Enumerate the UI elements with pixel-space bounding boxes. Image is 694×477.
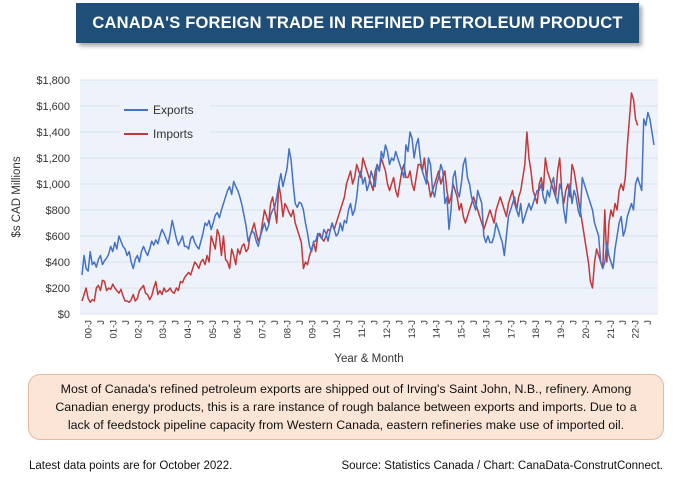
x-tick-label: J	[220, 320, 231, 325]
x-tick-label: 08-J	[282, 320, 293, 339]
y-axis-label: $s CAD Millions	[11, 156, 23, 237]
x-tick-label: J	[270, 320, 281, 325]
x-tick-label: 18-J	[531, 320, 542, 339]
x-tick-label: 19-J	[556, 320, 567, 339]
x-tick-label: 07-J	[258, 320, 269, 339]
x-tick-label: J	[643, 320, 654, 325]
legend-box	[120, 98, 210, 144]
x-tick-label: 14-J	[432, 320, 443, 339]
x-tick-label: J	[245, 320, 256, 325]
x-axis-ticks: 00-J J 01-J J 02-J J 03-J J 04-J J 05-J J 06-J J 07-J J…	[84, 320, 655, 339]
chart-title: CANADA'S FOREIGN TRADE IN REFINED PETROL…	[92, 13, 623, 32]
y-tick-label: $800	[46, 205, 70, 217]
x-tick-label: 03-J	[158, 320, 169, 339]
x-tick-label: J	[519, 320, 530, 325]
note-text: Most of Canada's refined petroleum expor…	[55, 382, 637, 432]
x-tick-label: J	[394, 320, 405, 325]
y-tick-label: $1,000	[36, 179, 70, 191]
y-tick-label: $1,400	[36, 127, 70, 139]
x-tick-label: 09-J	[307, 320, 318, 339]
x-tick-label: 15-J	[457, 320, 468, 339]
x-tick-label: 01-J	[108, 320, 119, 339]
x-tick-label: 12-J	[382, 320, 393, 339]
y-tick-label: $200	[46, 283, 70, 295]
y-axis-ticks: $0 $200 $400 $600 $800 $1,000 $1,200 $1,400 $1,6…	[36, 75, 70, 321]
line-chart: $0 $200 $400 $600 $800 $1,000 $1,200 $1,400 $1,6…	[11, 75, 658, 365]
x-tick-label: J	[544, 320, 555, 325]
x-tick-label: J	[345, 320, 356, 325]
x-tick-label: 11-J	[357, 320, 368, 338]
x-tick-label: J	[121, 320, 132, 325]
legend-label-exports: Exports	[153, 103, 194, 117]
chart-title-banner: CANADA'S FOREIGN TRADE IN REFINED PETROL…	[76, 3, 639, 43]
x-tick-label: 16-J	[481, 320, 492, 339]
x-tick-label: 04-J	[183, 320, 194, 339]
x-tick-label: J	[444, 320, 455, 325]
footer-source: Source: Statistics Canada / Chart: CanaD…	[341, 460, 663, 472]
x-tick-label: J	[370, 320, 381, 325]
x-tick-label: 20-J	[581, 320, 592, 339]
x-tick-label: J	[494, 320, 505, 325]
x-tick-label: 06-J	[233, 320, 244, 339]
x-tick-label: J	[96, 320, 107, 325]
x-tick-label: 10-J	[332, 320, 343, 339]
x-tick-label: 22-J	[631, 320, 642, 339]
x-tick-label: J	[618, 320, 629, 325]
y-tick-label: $1,200	[36, 153, 70, 165]
x-tick-label: J	[146, 320, 157, 325]
x-tick-label: 13-J	[407, 320, 418, 339]
x-tick-label: J	[320, 320, 331, 325]
legend-label-imports: Imports	[153, 127, 193, 141]
x-tick-label: J	[171, 320, 182, 325]
y-tick-label: $400	[46, 257, 70, 269]
series-line-exports	[81, 111, 655, 276]
legend: Exports Imports	[120, 98, 210, 144]
y-tick-label: $600	[46, 231, 70, 243]
chart-area: $0 $200 $400 $600 $800 $1,000 $1,200 $1,400 $1,6…	[0, 60, 694, 370]
y-tick-label: $1,600	[36, 101, 70, 113]
x-tick-label: 02-J	[133, 320, 144, 339]
series-lines	[81, 92, 655, 304]
x-tick-label: J	[568, 320, 579, 325]
y-tick-label: $1,800	[36, 75, 70, 87]
note-box: Most of Canada's refined petroleum expor…	[28, 374, 664, 440]
x-tick-label: J	[195, 320, 206, 325]
x-axis-label: Year & Month	[334, 353, 403, 365]
x-tick-label: J	[593, 320, 604, 325]
x-tick-label: 05-J	[208, 320, 219, 339]
x-tick-label: J	[295, 320, 306, 325]
y-tick-label: $0	[58, 309, 70, 321]
x-tick-label: J	[419, 320, 430, 325]
x-tick-label: 17-J	[506, 320, 517, 339]
x-tick-label: 21-J	[606, 320, 617, 339]
footer-data-note: Latest data points are for October 2022.	[29, 460, 233, 472]
x-tick-label: J	[469, 320, 480, 325]
x-tick-label: 00-J	[84, 320, 95, 339]
